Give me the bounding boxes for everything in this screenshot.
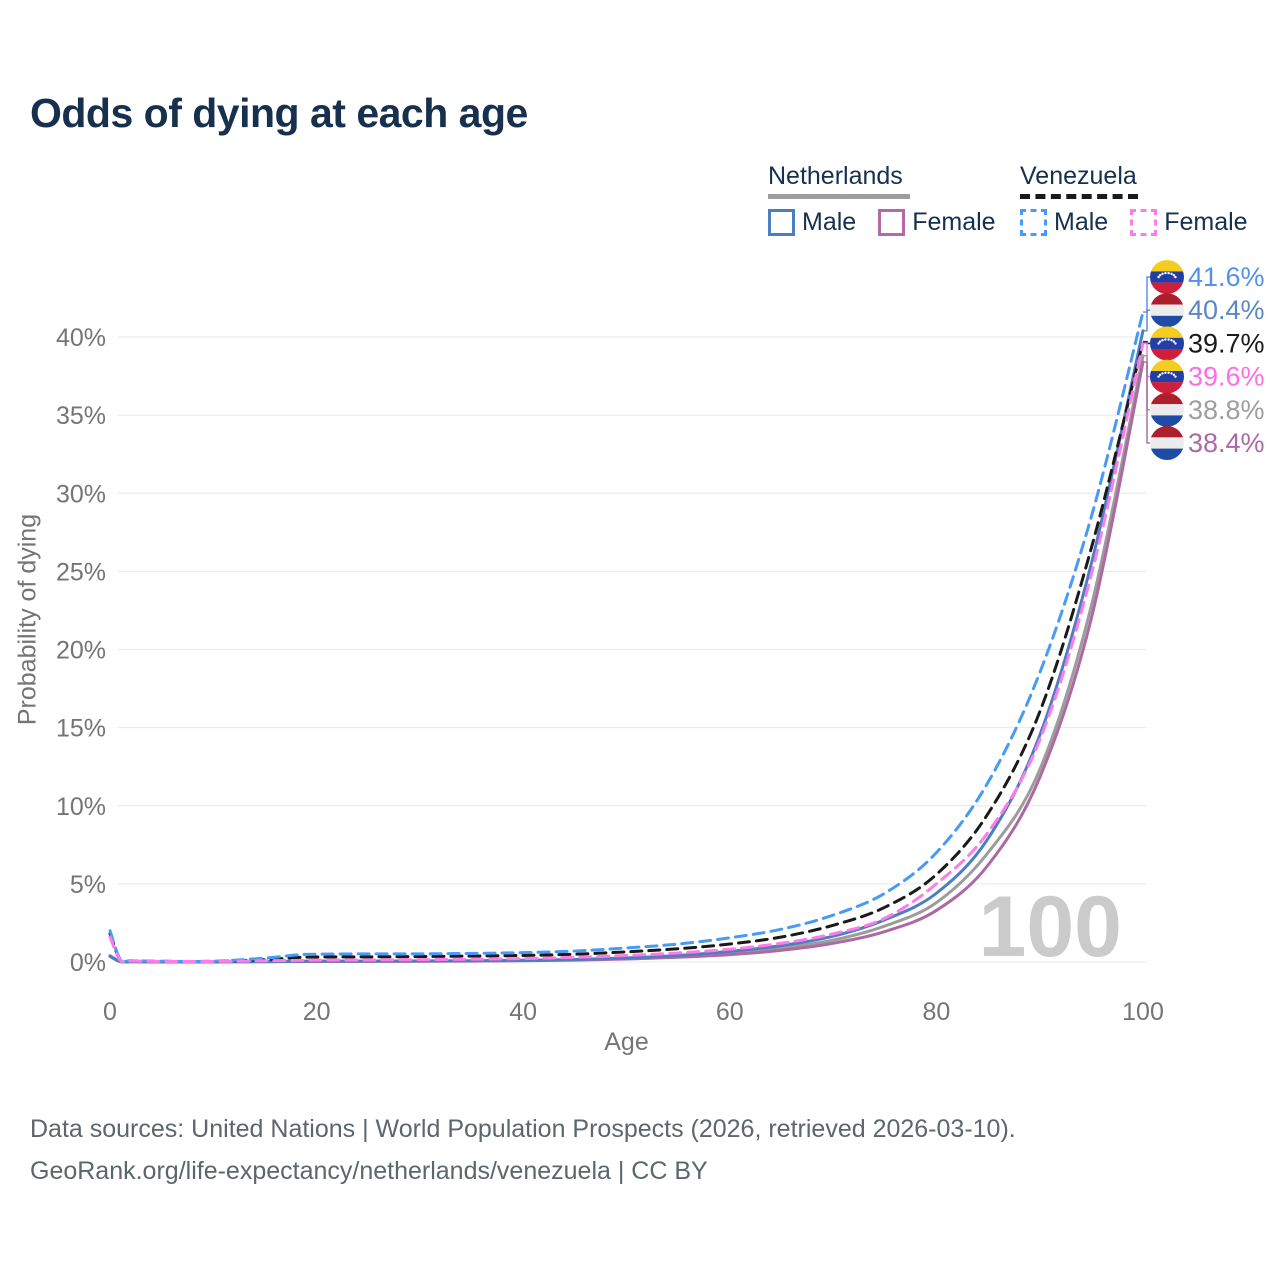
flag-icon-ve: [1150, 359, 1184, 394]
footer-data-sources: Data sources: United Nations | World Pop…: [30, 1115, 1016, 1143]
legend-group-venezuela: Venezuela Male Female: [1020, 162, 1248, 237]
legend-swatch-netherlands-female: [878, 209, 906, 236]
legend-item-venezuela-female[interactable]: Female: [1130, 208, 1248, 237]
footer-attribution-link: GeoRank.org/life-expectancy/netherlands/…: [30, 1157, 708, 1185]
y-tick-label: 40%: [56, 324, 106, 352]
series-end-label-netherlands-both-sexes: 38.8%: [1150, 392, 1265, 427]
series-line-netherlands-both-sexes[interactable]: [108, 354, 1145, 964]
legend-swatch-venezuela-male: [1020, 209, 1047, 236]
flag-icon-ve: [1150, 326, 1184, 361]
legend-country-name: Venezuela: [1020, 162, 1137, 190]
y-tick-label: 30%: [56, 480, 106, 508]
legend-item-label: Female: [1164, 208, 1248, 236]
legend-item-netherlands-female[interactable]: Female: [878, 208, 996, 237]
footer: Data sources: United Nations | World Pop…: [30, 1108, 1016, 1192]
end-label-value: 41.6%: [1188, 262, 1265, 292]
x-tick-label: 0: [103, 998, 117, 1026]
legend-line-style-dashed: [1020, 194, 1138, 199]
flag-icon-nl: [1150, 293, 1184, 328]
legend-row: Male Female: [768, 208, 996, 237]
y-tick-label: 25%: [56, 558, 106, 586]
page-title: Odds of dying at each age: [30, 90, 528, 136]
series-line-venezuela-male[interactable]: [108, 310, 1145, 964]
end-label-value: 39.6%: [1188, 362, 1265, 392]
legend-row: Male Female: [1020, 208, 1248, 237]
series-end-label-venezuela-both-sexes: 39.7%: [1150, 326, 1265, 361]
y-tick-label: 15%: [56, 715, 106, 743]
end-label-value: 38.8%: [1188, 395, 1265, 425]
series-end-label-venezuela-male: 41.6%: [1150, 260, 1265, 294]
legend-item-label: Male: [1054, 208, 1109, 236]
legend-item-netherlands-male[interactable]: Male: [768, 208, 856, 237]
x-tick-label: 40: [509, 998, 537, 1026]
x-tick-label: 60: [716, 998, 744, 1026]
legend-swatch-netherlands-male: [768, 209, 795, 236]
y-tick-label: 5%: [70, 871, 106, 899]
legend-item-label: Female: [912, 208, 996, 236]
end-label-connector: [1143, 276, 1150, 313]
end-label-value: 39.7%: [1188, 328, 1265, 358]
end-label-connector: [1143, 361, 1150, 444]
end-label-value: 38.4%: [1188, 428, 1265, 458]
flag-icon-nl: [1150, 426, 1184, 460]
y-tick-label: 10%: [56, 793, 106, 821]
y-tick-label: 20%: [56, 637, 106, 665]
end-label-value: 40.4%: [1188, 295, 1265, 325]
legend-item-label: Male: [802, 208, 857, 236]
legend-line-style-solid: [768, 194, 910, 199]
series-end-label-venezuela-female: 39.6%: [1150, 359, 1265, 394]
series-line-venezuela-both-sexes[interactable]: [108, 340, 1145, 964]
series-line-netherlands-female[interactable]: [108, 360, 1145, 964]
y-tick-label: 0%: [70, 949, 106, 977]
x-axis-title: Age: [604, 1028, 649, 1056]
x-tick-label: 100: [1122, 998, 1164, 1026]
legend-country-name: Netherlands: [768, 162, 903, 190]
legend-group-netherlands: Netherlands Male Female: [768, 162, 996, 237]
x-tick-label: 80: [922, 998, 950, 1026]
flag-icon-ve: [1150, 260, 1184, 294]
age-watermark: 100: [979, 879, 1123, 975]
series-line-venezuela-female[interactable]: [108, 341, 1145, 964]
series-end-label-netherlands-male: 40.4%: [1150, 293, 1265, 328]
flag-icon-nl: [1150, 392, 1184, 427]
y-axis-title: Probability of dying: [13, 513, 42, 726]
legend-item-venezuela-male[interactable]: Male: [1020, 208, 1108, 237]
x-tick-label: 20: [303, 998, 331, 1026]
y-tick-label: 35%: [56, 402, 106, 430]
end-label-connector: [1143, 309, 1150, 332]
series-end-label-netherlands-female: 38.4%: [1150, 426, 1265, 460]
legend-swatch-venezuela-female: [1130, 209, 1158, 236]
